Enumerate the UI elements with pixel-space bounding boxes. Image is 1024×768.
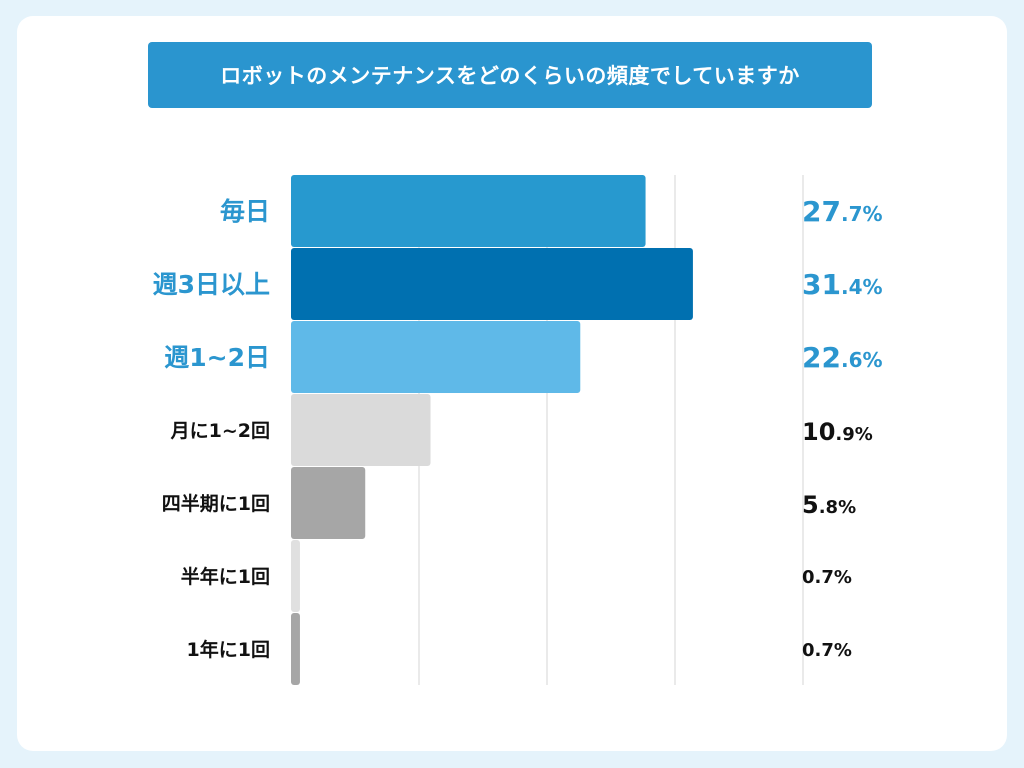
value-label-decimal: .4%: [841, 275, 883, 299]
bar-layer: [291, 175, 693, 685]
category-label-7: 1年に1回: [187, 638, 270, 661]
value-label-decimal: .7%: [841, 202, 883, 226]
bar-1: [291, 175, 646, 247]
bar-7: [291, 613, 300, 685]
value-label-1: 27.7%: [802, 195, 883, 228]
value-label-decimal: .6%: [841, 348, 883, 372]
value-label-5: 5.8%: [802, 491, 856, 519]
bar-4: [291, 394, 431, 466]
value-label-integer: 31: [802, 268, 841, 301]
value-label-decimal: .8%: [819, 497, 856, 518]
category-label-1: 毎日: [220, 197, 270, 226]
value-label-integer: 22: [802, 341, 841, 374]
category-label-2: 週3日以上: [153, 270, 270, 299]
value-label-4: 10.9%: [802, 418, 873, 446]
category-label-6: 半年に1回: [181, 565, 270, 588]
bar-6: [291, 540, 300, 612]
value-label-7: 0.7%: [802, 640, 852, 661]
value-label-integer: 5: [802, 491, 819, 519]
bar-2: [291, 248, 693, 320]
bar-3: [291, 321, 581, 393]
value-label-layer: 27.7%31.4%22.6%10.9%5.8%0.7%0.7%: [802, 195, 883, 661]
category-label-5: 四半期に1回: [162, 492, 270, 515]
category-label-4: 月に1~2回: [170, 420, 270, 442]
value-label-integer: 27: [802, 195, 841, 228]
value-label-integer: 10: [802, 418, 835, 446]
value-label-integer: 0: [802, 640, 815, 661]
bar-5: [291, 467, 366, 539]
value-label-decimal: .7%: [815, 567, 852, 588]
value-label-decimal: .9%: [835, 424, 872, 445]
value-label-integer: 0: [802, 567, 815, 588]
chart-title: ロボットのメンテナンスをどのくらいの頻度でしていますか: [148, 42, 872, 108]
value-label-2: 31.4%: [802, 268, 883, 301]
value-label-3: 22.6%: [802, 341, 883, 374]
category-label-3: 週1~2日: [164, 343, 270, 372]
value-label-decimal: .7%: [815, 640, 852, 661]
value-label-6: 0.7%: [802, 567, 852, 588]
